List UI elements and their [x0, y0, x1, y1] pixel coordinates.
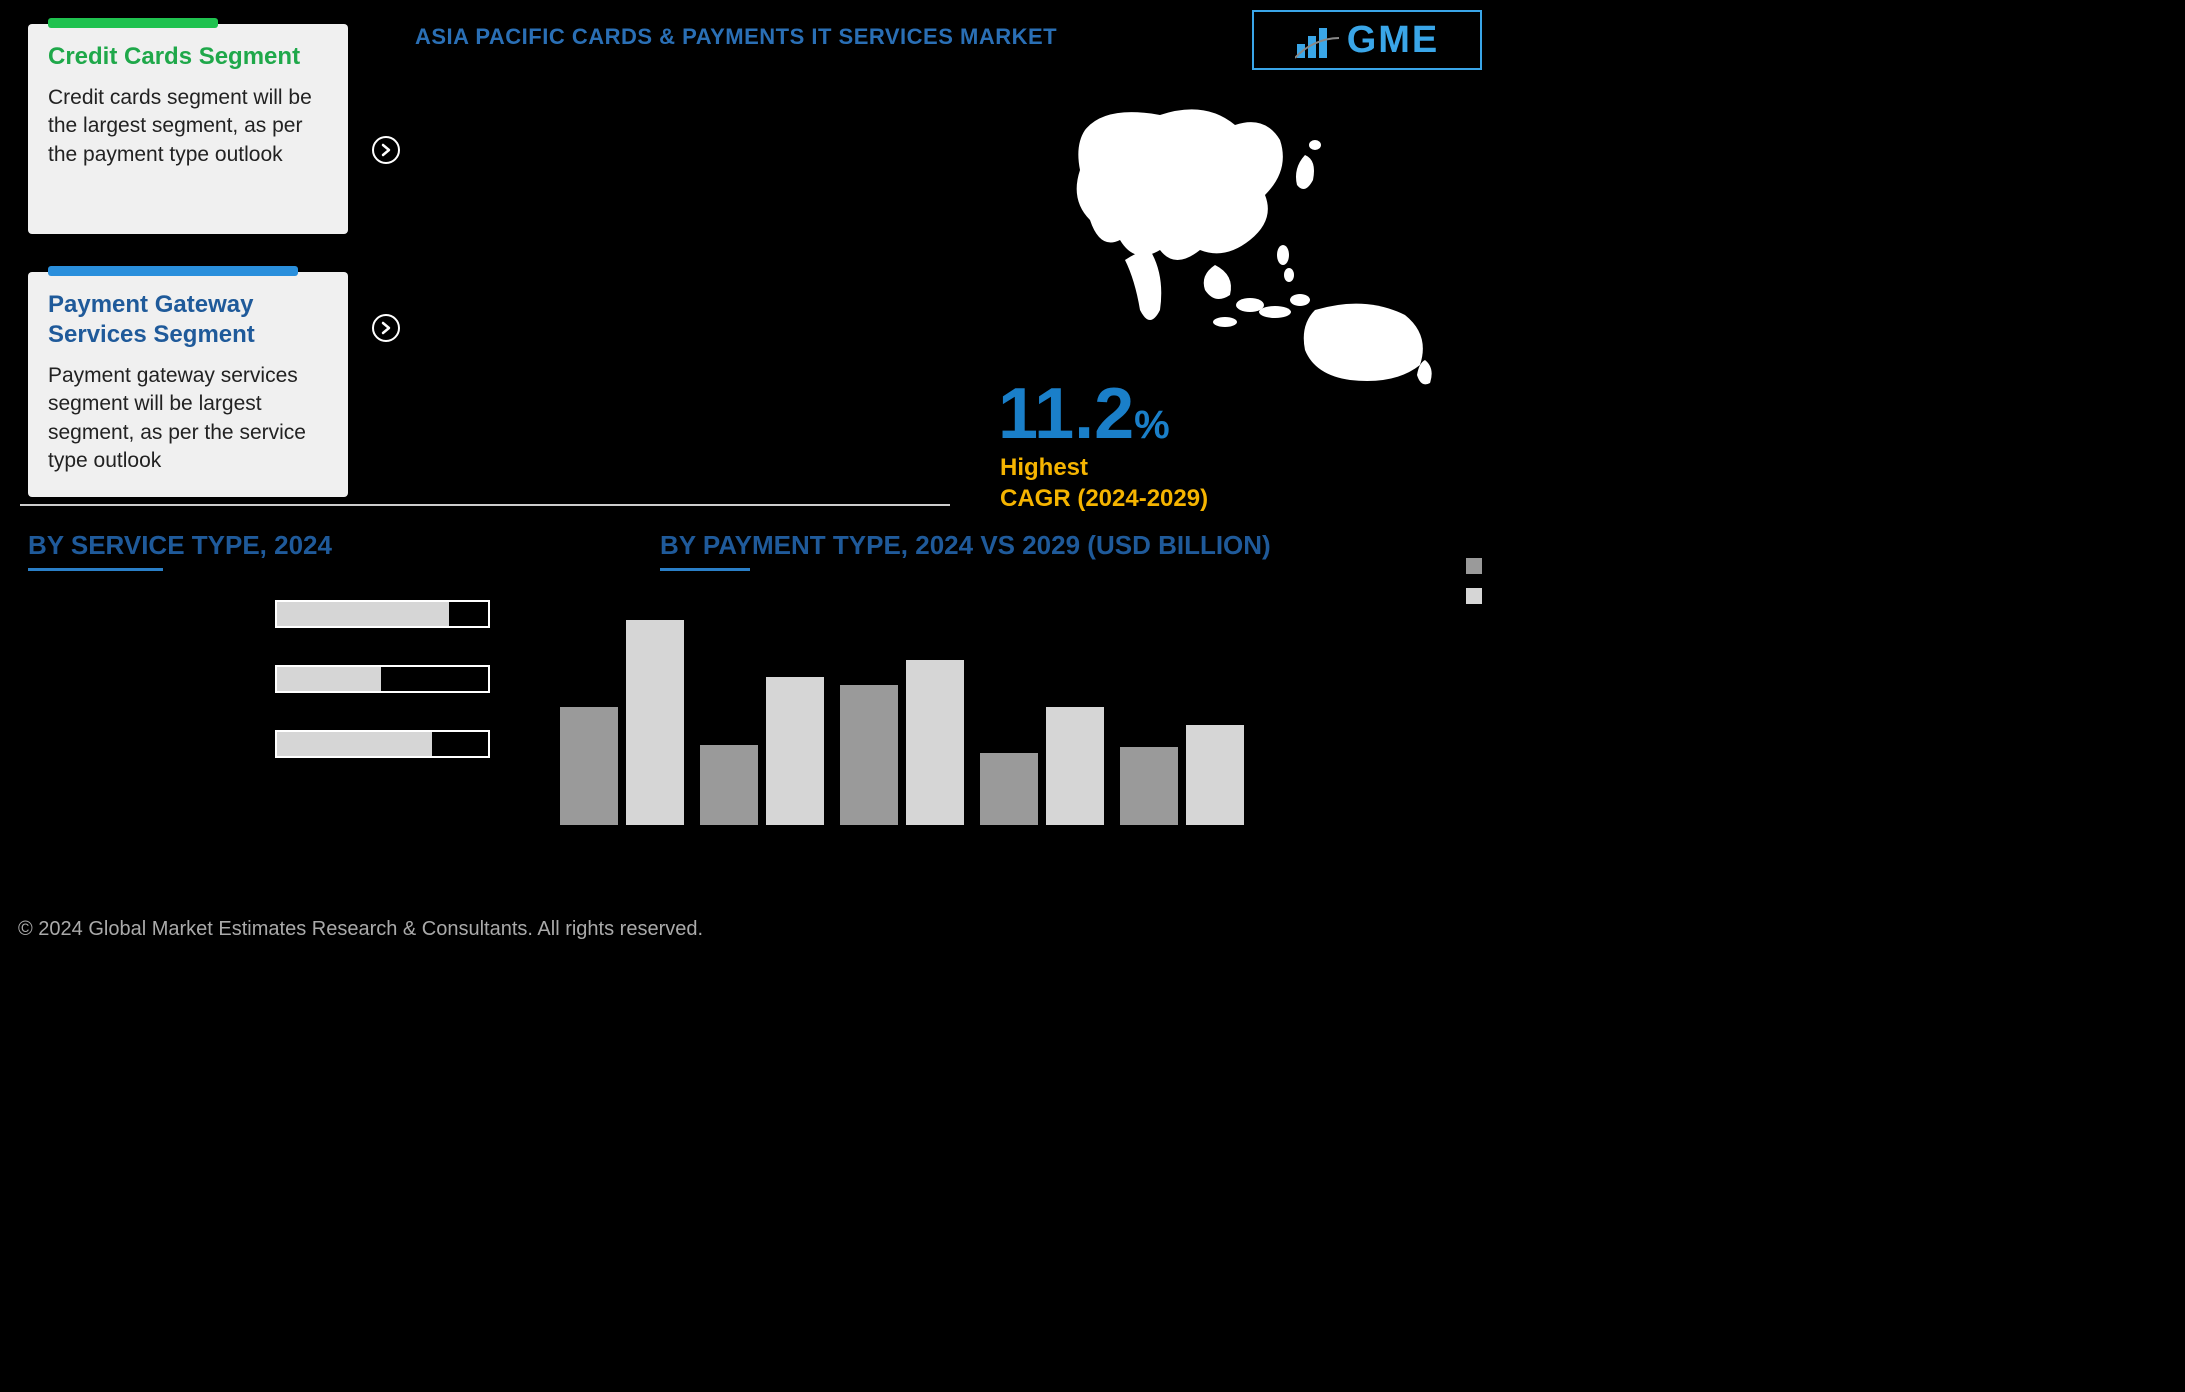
service-type-bar: [275, 600, 490, 628]
card-stripe: [48, 266, 298, 276]
legend-swatch-2029: [1466, 588, 1482, 604]
gateway-card: Payment Gateway Services Segment Payment…: [28, 272, 348, 497]
payment-bar-2024: [980, 753, 1038, 825]
service-type-title: BY SERVICE TYPE, 2024: [28, 530, 332, 561]
arrow-right-icon: [372, 314, 400, 342]
card-title: Credit Cards Segment: [48, 42, 328, 72]
payment-type-legend: [1466, 558, 1482, 604]
logo-bars-icon: [1295, 20, 1339, 60]
payment-type-underline: [660, 568, 750, 571]
cagr-percent-sign: %: [1134, 403, 1170, 447]
card-title: Payment Gateway Services Segment: [48, 290, 328, 350]
payment-bar-2029: [906, 660, 964, 825]
service-type-underline: [28, 568, 163, 571]
service-type-bar: [275, 665, 490, 693]
logo-text: GME: [1347, 19, 1440, 62]
card-stripe: [48, 18, 218, 28]
credit-cards-card: Credit Cards Segment Credit cards segmen…: [28, 24, 348, 234]
copyright-footer: © 2024 Global Market Estimates Research …: [18, 918, 703, 941]
payment-bar-2024: [700, 745, 758, 825]
payment-bar-2029: [766, 677, 824, 825]
gme-logo: GME: [1252, 10, 1482, 70]
card-body: Payment gateway services segment will be…: [48, 362, 328, 475]
payment-type-chart: [560, 600, 1250, 825]
cagr-label-line2: CAGR (2024-2029): [1000, 483, 1208, 514]
service-type-bar: [275, 730, 490, 758]
asia-pacific-map: [1065, 100, 1445, 390]
payment-bar-2029: [1186, 725, 1244, 825]
cagr-number: 11.2: [998, 374, 1134, 454]
payment-bar-2029: [1046, 707, 1104, 825]
cagr-label-line1: Highest: [1000, 452, 1208, 483]
main-title: ASIA PACIFIC CARDS & PAYMENTS IT SERVICE…: [415, 24, 1057, 50]
payment-bar-2024: [560, 707, 618, 825]
cagr-label: Highest CAGR (2024-2029): [1000, 452, 1208, 514]
card-body: Credit cards segment will be the largest…: [48, 84, 328, 169]
arrow-right-icon: [372, 136, 400, 164]
payment-bar-2029: [626, 620, 684, 825]
divider-line: [20, 504, 950, 506]
payment-type-title: BY PAYMENT TYPE, 2024 VS 2029 (USD BILLI…: [660, 530, 1271, 561]
payment-bar-2024: [840, 685, 898, 825]
payment-bar-2024: [1120, 747, 1178, 825]
cagr-value: 11.2%: [998, 378, 1170, 450]
legend-swatch-2024: [1466, 558, 1482, 574]
